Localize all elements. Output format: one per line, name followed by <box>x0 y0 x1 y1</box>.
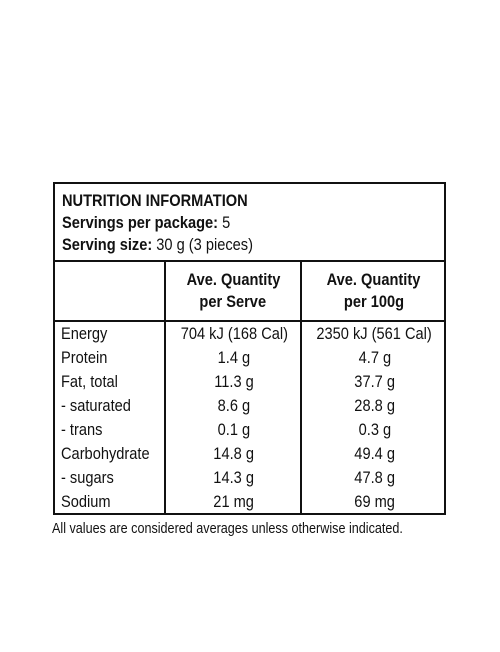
column-divider <box>300 262 302 515</box>
per-100g-value: 49.4 g <box>354 444 395 463</box>
table-row: Protein 1.4 g 4.7 g <box>55 346 444 370</box>
nutrient-name: Fat, total <box>61 372 118 391</box>
nutrient-name: Carbohydrate <box>61 444 150 463</box>
servings-label: Servings per package: <box>62 213 219 232</box>
nutrient-name: - saturated <box>61 396 131 415</box>
servings-value: 5 <box>222 213 231 232</box>
per-100g-value: 4.7 g <box>358 348 391 367</box>
column-header-nutrient <box>55 262 165 322</box>
table-row: Energy 704 kJ (168 Cal) 2350 kJ (561 Cal… <box>55 322 444 346</box>
nutrient-name: - trans <box>61 420 103 439</box>
serving-size-label: Serving size: <box>62 235 153 254</box>
panel-title: NUTRITION INFORMATION <box>62 191 248 210</box>
column-header-per-serve: Ave. Quantity per Serve <box>165 262 301 322</box>
column-header-per-100g-line-2: per 100g <box>343 292 404 311</box>
column-header-per-serve-line-2: per Serve <box>199 292 267 311</box>
table-row: - saturated 8.6 g 28.8 g <box>55 394 444 418</box>
per-serve-value: 14.8 g <box>213 444 255 463</box>
serving-size: Serving size: 30 g (3 pieces) <box>62 234 391 256</box>
table-row: Sodium 21 mg 69 mg <box>55 490 444 514</box>
per-serve-value: 0.1 g <box>217 420 251 439</box>
per-100g-value: 69 mg <box>354 492 395 511</box>
nutrient-name: Sodium <box>61 492 111 511</box>
per-100g-value: 37.7 g <box>354 372 395 391</box>
per-serve-value: 704 kJ (168 Cal) <box>180 324 288 343</box>
per-serve-value: 14.3 g <box>213 468 255 487</box>
per-serve-value: 8.6 g <box>217 396 251 415</box>
table-row: - sugars 14.3 g 47.8 g <box>55 466 444 490</box>
panel-header: NUTRITION INFORMATION Servings per packa… <box>55 184 444 262</box>
per-100g-value: 47.8 g <box>354 468 395 487</box>
column-header-per-100g: Ave. Quantity per 100g <box>301 262 446 322</box>
nutrition-panel: NUTRITION INFORMATION Servings per packa… <box>53 182 446 515</box>
nutrient-name: - sugars <box>61 468 114 487</box>
nutrient-name: Protein <box>61 348 108 367</box>
per-serve-value: 11.3 g <box>214 372 254 391</box>
per-serve-value: 1.4 g <box>217 348 251 367</box>
per-serve-value: 21 mg <box>213 492 255 511</box>
column-header-per-serve-line-1: Ave. Quantity <box>186 270 280 289</box>
nutrition-rows: Energy 704 kJ (168 Cal) 2350 kJ (561 Cal… <box>55 322 444 514</box>
table-row: Fat, total 11.3 g 37.7 g <box>55 370 444 394</box>
per-100g-value: 2350 kJ (561 Cal) <box>316 324 433 343</box>
nutrient-name: Energy <box>61 324 108 343</box>
column-divider <box>164 262 166 515</box>
servings-per-package: Servings per package: 5 <box>62 212 391 234</box>
table-row: Carbohydrate 14.8 g 49.4 g <box>55 442 444 466</box>
per-100g-value: 0.3 g <box>358 420 391 439</box>
serving-size-value: 30 g (3 pieces) <box>156 235 253 254</box>
footnote: All values are considered averages unles… <box>52 520 403 537</box>
per-100g-value: 28.8 g <box>354 396 395 415</box>
column-header-per-100g-line-1: Ave. Quantity <box>326 270 421 289</box>
table-row: - trans 0.1 g 0.3 g <box>55 418 444 442</box>
